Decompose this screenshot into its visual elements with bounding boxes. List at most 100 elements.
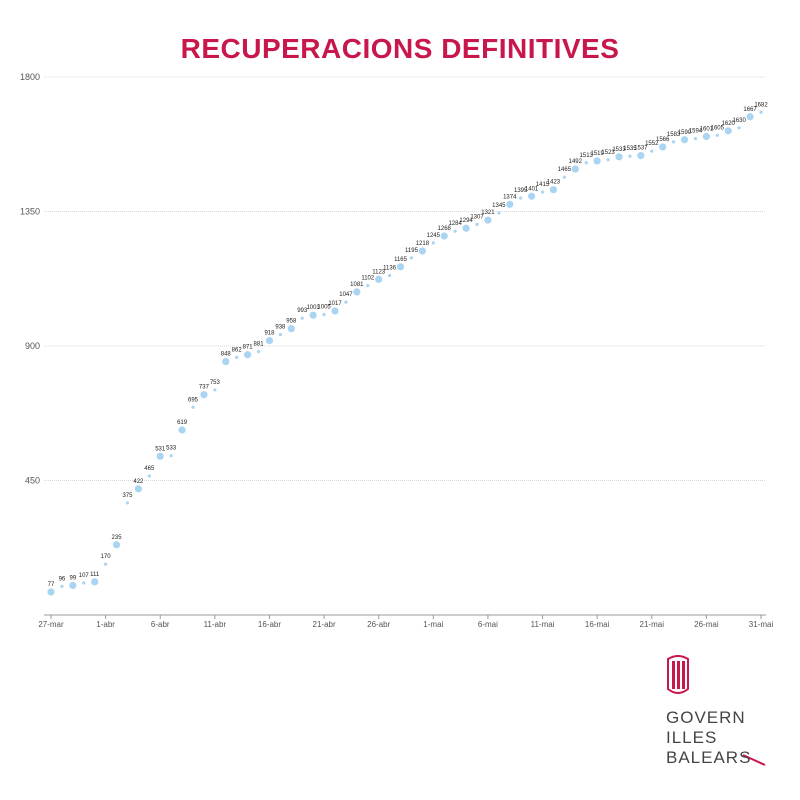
data-label: 1081 (350, 282, 364, 288)
y-tick-label: 900 (25, 341, 40, 351)
data-label: 1630 (732, 118, 746, 124)
y-tick-label: 450 (25, 476, 40, 486)
data-label: 1005 (317, 305, 331, 311)
x-axis: 27-mar 1-abr 6-abr 11-abr 16-abr 21-abr 26-abr… (38, 614, 774, 629)
data-point (125, 501, 130, 505)
data-point (615, 153, 623, 161)
data-point (475, 222, 479, 226)
logo-line-2: ILLES (666, 728, 718, 747)
data-point (91, 578, 99, 586)
data-label: 871 (243, 345, 254, 351)
x-tick-label: 26-mai (694, 620, 719, 629)
data-label: 1218 (416, 241, 430, 247)
govern-logo-icon (667, 655, 766, 766)
data-point (178, 426, 186, 434)
data-label: 1123 (372, 269, 386, 275)
data-label: 1136 (383, 265, 397, 271)
data-label: 235 (112, 535, 123, 541)
data-point (222, 357, 230, 366)
data-label: 1268 (438, 226, 452, 232)
data-label: 619 (177, 420, 188, 426)
data-label: 1523 (601, 150, 615, 156)
data-point (112, 541, 121, 549)
data-label: 99 (70, 575, 77, 581)
data-point (418, 247, 426, 255)
x-tick-label: 11-abr (204, 620, 227, 629)
y-axis: 450 900 1350 1800 (20, 72, 40, 486)
data-point (244, 351, 252, 359)
data-label: 1345 (492, 203, 506, 209)
data-label: 1374 (503, 194, 517, 200)
data-label: 96 (59, 576, 66, 582)
data-label: 1284 (448, 221, 462, 227)
data-label: 1667 (743, 107, 757, 113)
data-label: 1513 (580, 153, 594, 159)
data-label: 1415 (536, 182, 550, 188)
data-label: 993 (297, 308, 308, 314)
data-point (235, 355, 239, 359)
data-label: 737 (199, 385, 210, 391)
data-label: 1102 (361, 276, 375, 282)
data-label: 753 (210, 380, 221, 386)
data-point (287, 325, 295, 333)
data-point (606, 158, 610, 162)
data-point (200, 391, 208, 399)
data-point (134, 485, 142, 493)
data-point (672, 140, 676, 144)
data-point (680, 136, 689, 144)
data-point (366, 284, 370, 288)
data-label: 1605 (711, 125, 725, 131)
data-point (213, 388, 217, 392)
data-point (353, 288, 361, 296)
x-tick-label: 27-mar (38, 620, 64, 629)
data-label: 1423 (547, 180, 561, 186)
data-label: 1535 (623, 146, 637, 152)
data-label: 1465 (558, 167, 572, 173)
data-label: 1395 (514, 188, 528, 194)
data-label: 1566 (656, 137, 670, 143)
x-tick-label: 11-mai (531, 620, 555, 629)
data-point (759, 110, 763, 114)
data-point (549, 186, 558, 194)
chart-title: RECUPERACIONS DEFINITIVES (180, 33, 620, 64)
data-point (562, 175, 566, 179)
x-tick-label: 31-mai (749, 620, 774, 629)
data-label: 1682 (754, 102, 768, 108)
x-tick-label: 26-abr (367, 620, 390, 629)
data-label: 862 (232, 347, 243, 353)
data-point (309, 311, 317, 319)
data-point (628, 154, 632, 158)
data-point (650, 149, 654, 153)
data-point (506, 200, 514, 208)
data-label: 1321 (481, 210, 495, 216)
data-point (497, 211, 501, 215)
data-point (169, 454, 173, 458)
data-label: 1294 (459, 218, 473, 224)
data-label: 1492 (569, 159, 583, 165)
data-point (396, 263, 405, 271)
data-point (265, 337, 274, 345)
data-point (724, 127, 732, 135)
data-label: 1620 (722, 121, 736, 127)
data-point (409, 256, 414, 260)
x-tick-label: 16-abr (258, 620, 281, 629)
data-label: 111 (90, 572, 100, 578)
data-point (637, 152, 645, 160)
data-label: 1533 (612, 147, 626, 153)
data-point (322, 313, 326, 317)
govern-logo-text: GOVERN ILLES BALEARS (666, 708, 751, 768)
x-tick-label: 21-mai (640, 620, 665, 629)
data-label: 375 (122, 493, 133, 499)
data-point (431, 241, 435, 245)
data-label: 1590 (678, 130, 692, 136)
data-label: 533 (166, 446, 177, 452)
data-label: 422 (133, 479, 144, 485)
data-point (82, 581, 86, 585)
data-point (540, 190, 545, 194)
data-point (702, 132, 710, 141)
data-label: 1245 (427, 233, 441, 239)
data-point (571, 165, 579, 173)
data-label: 107 (79, 573, 90, 579)
data-label: 77 (48, 582, 55, 588)
